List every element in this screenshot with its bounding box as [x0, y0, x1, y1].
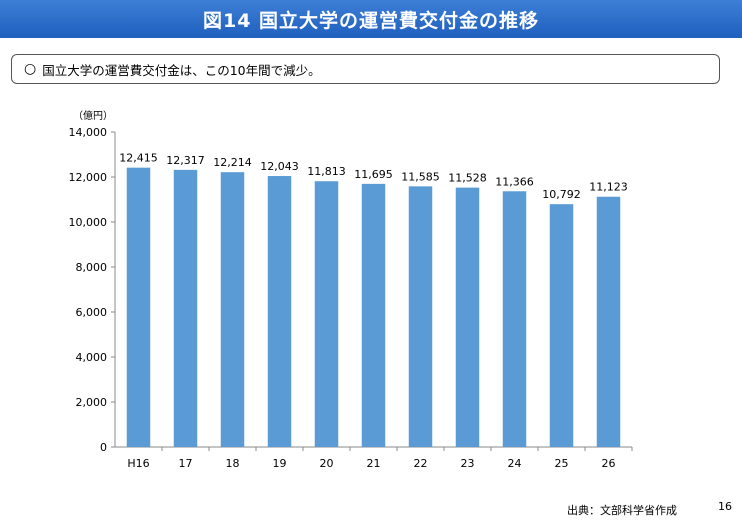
- bar-value-label: 11,585: [401, 170, 440, 183]
- bar: [220, 172, 245, 447]
- x-tick-label: 19: [273, 457, 287, 470]
- bar-value-label: 12,415: [119, 152, 158, 165]
- bar-chart: （億円） 0 2,000 4,000 6,000 8,000 10,000 12,000 14,…: [69, 109, 633, 470]
- source-note: 出典：文部科学省作成: [567, 504, 677, 517]
- bar-value-label: 12,043: [260, 160, 299, 173]
- summary-box: ○ 国立大学の運営費交付金は、この10年間で減少。: [11, 54, 720, 84]
- y-tick-label: 14,000: [69, 126, 108, 139]
- x-tick-label: 18: [226, 457, 240, 470]
- x-tick-label: 20: [320, 457, 334, 470]
- y-tick-label: 4,000: [76, 351, 108, 364]
- x-tick-label: 26: [602, 457, 616, 470]
- bar: [502, 191, 527, 447]
- bar-value-label: 12,317: [166, 154, 205, 167]
- bar-value-label: 10,792: [542, 188, 581, 201]
- y-tick-label: 12,000: [69, 171, 108, 184]
- x-tick-label: 21: [367, 457, 381, 470]
- summary-text: 国立大学の運営費交付金は、この10年間で減少。: [42, 62, 321, 78]
- y-tick-label: 8,000: [76, 261, 108, 274]
- x-tick-label: 24: [508, 457, 522, 470]
- x-tick-label: 23: [461, 457, 475, 470]
- page-title: 図14 国立大学の運営費交付金の推移: [202, 9, 540, 32]
- bar: [408, 186, 433, 447]
- x-tick-label: H16: [127, 457, 149, 470]
- bar: [126, 167, 151, 447]
- bar-value-label: 11,366: [495, 175, 534, 188]
- bar-value-label: 11,528: [448, 172, 487, 185]
- y-axis-unit-label: （億円）: [73, 109, 113, 122]
- bar: [549, 204, 574, 447]
- x-tick-label: 17: [179, 457, 193, 470]
- x-tick-label: 25: [555, 457, 569, 470]
- bar: [314, 181, 339, 447]
- y-tick-label: 2,000: [76, 396, 108, 409]
- bar: [361, 183, 386, 448]
- bar: [267, 176, 292, 447]
- bar: [596, 196, 621, 447]
- title-bar: 図14 国立大学の運営費交付金の推移: [0, 0, 742, 38]
- x-tick-label: 22: [414, 457, 428, 470]
- bar-value-label: 12,214: [213, 156, 252, 169]
- bar-value-label: 11,695: [354, 168, 393, 181]
- bar: [455, 187, 480, 447]
- bar: [173, 169, 198, 447]
- page-number: 16: [718, 500, 732, 513]
- y-tick-label: 10,000: [69, 216, 108, 229]
- bar-value-label: 11,123: [589, 181, 628, 194]
- circle-bullet-icon: ○: [24, 61, 37, 77]
- y-tick-label: 0: [100, 441, 107, 454]
- bar-value-label: 11,813: [307, 165, 346, 178]
- y-tick-label: 6,000: [76, 306, 108, 319]
